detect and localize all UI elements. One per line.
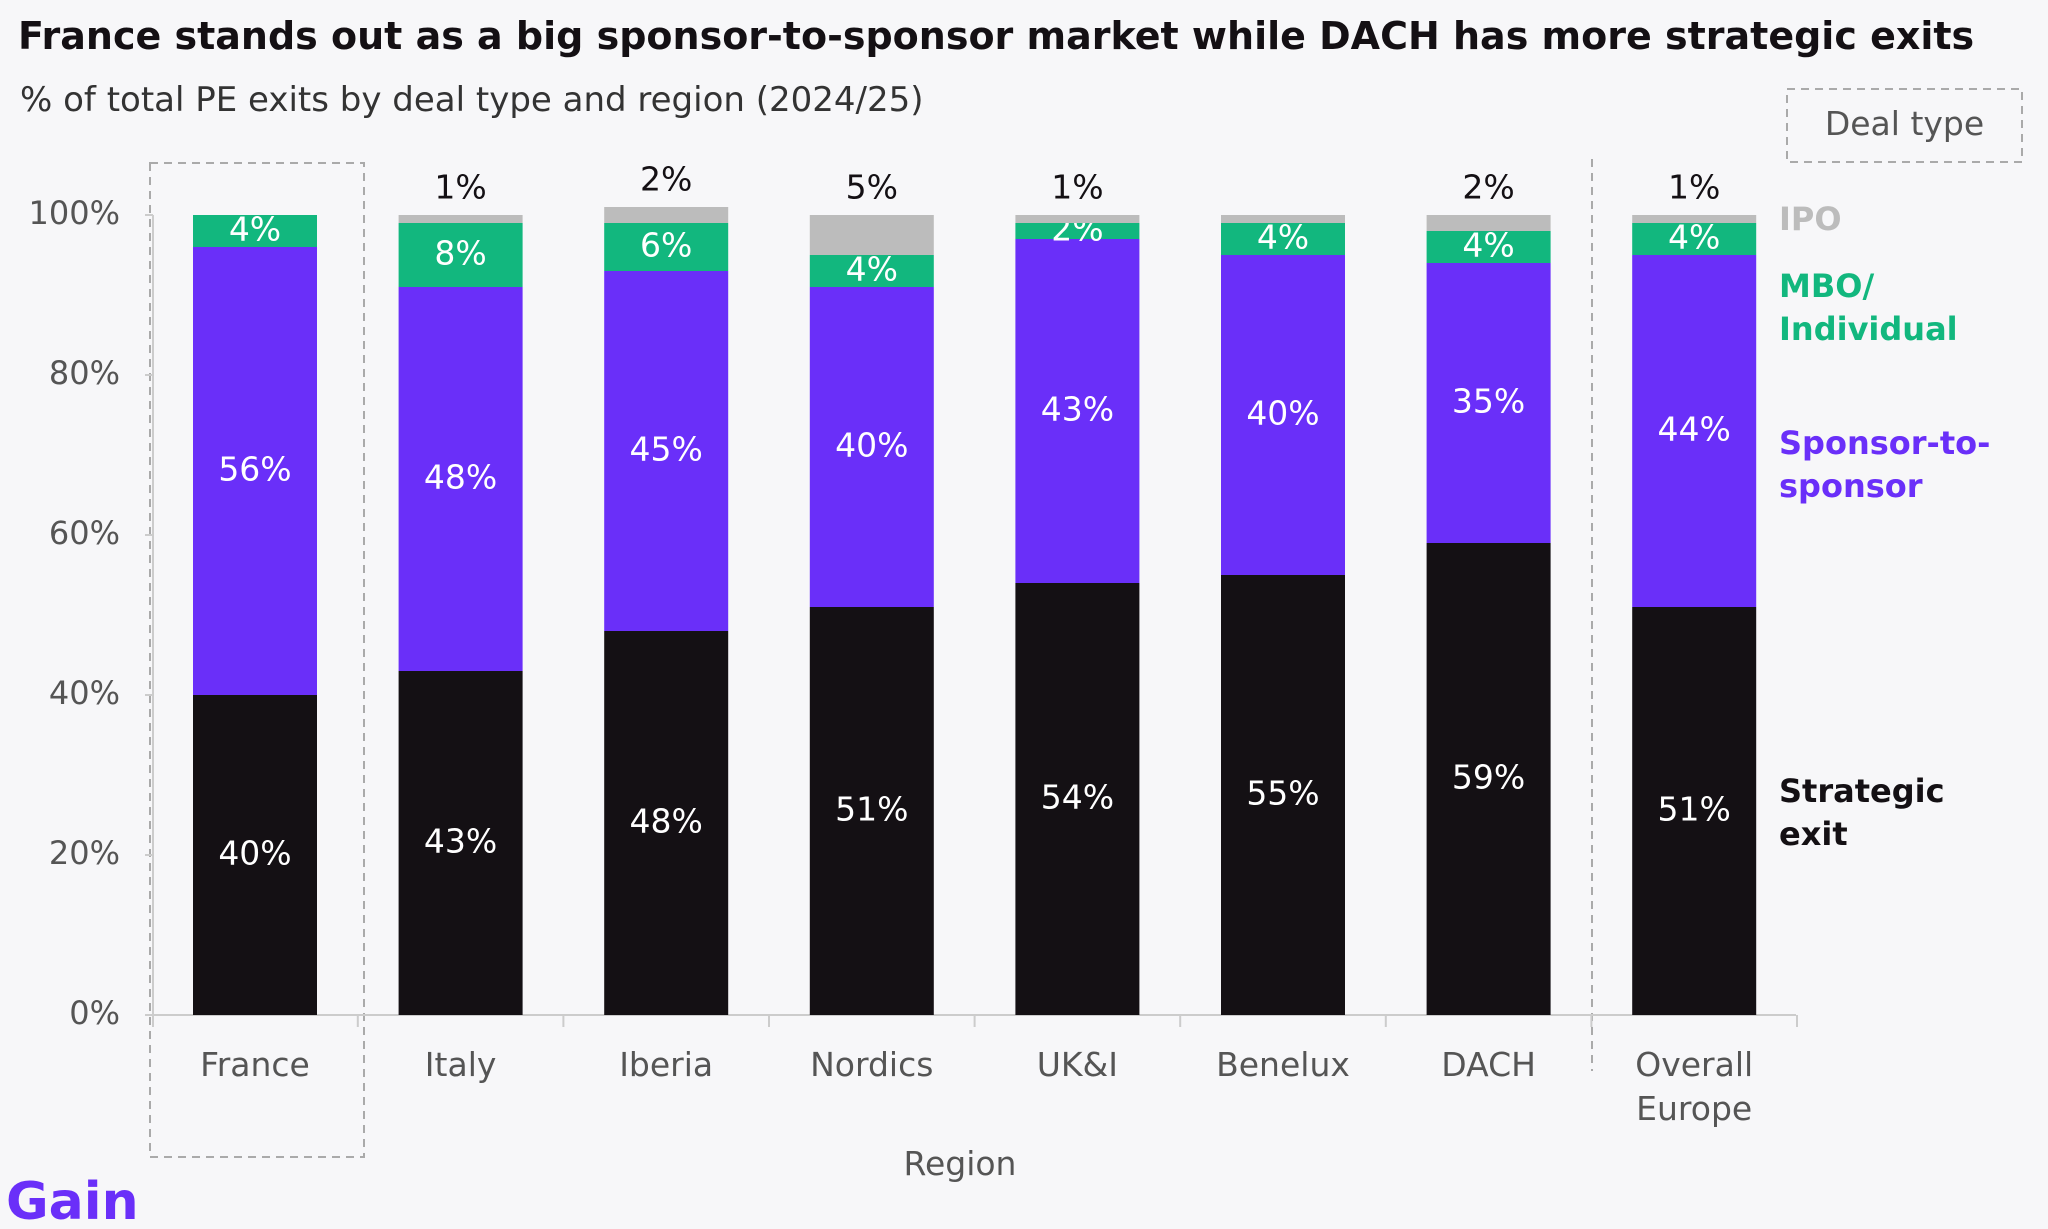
bar-segment [1221, 223, 1345, 255]
x-tick-label: France [200, 1045, 310, 1084]
data-label: 1% [1051, 168, 1103, 207]
bar-segment [604, 631, 729, 1015]
bar-segment [398, 671, 523, 1015]
data-label: 35% [1452, 382, 1525, 421]
y-tick-label: 20% [49, 834, 120, 872]
bar-segment [1426, 215, 1551, 231]
bar-segment [1015, 583, 1140, 1015]
bar-segment [1426, 543, 1551, 1015]
data-label: 4% [1257, 218, 1309, 257]
bar-segment [193, 695, 317, 1015]
bar-segment [1015, 215, 1140, 223]
data-label: 43% [1041, 390, 1114, 429]
y-tick-label: 80% [49, 354, 120, 392]
y-tick-label: 0% [69, 994, 120, 1032]
bar-segment [193, 215, 317, 247]
bar-segment [809, 607, 934, 1015]
legend-label: IPO [1779, 200, 1842, 238]
data-label: 59% [1452, 758, 1525, 797]
highlight-box [149, 162, 365, 1158]
chart-subtitle: % of total PE exits by deal type and reg… [20, 80, 924, 120]
bar-segment [604, 223, 729, 271]
bar-segment [398, 215, 523, 223]
x-tick-label: UK&I [1036, 1045, 1119, 1084]
legend-title: Deal type [1824, 104, 1985, 143]
data-label: 5% [846, 168, 898, 207]
y-tick-label: 60% [49, 514, 120, 552]
data-label: 40% [1246, 394, 1319, 433]
data-label: 6% [640, 226, 692, 265]
x-tick-label: Benelux [1216, 1045, 1350, 1084]
bar-segment [1632, 255, 1757, 607]
bar-segment [193, 247, 317, 695]
data-label: 54% [1041, 778, 1114, 817]
bar-segment [809, 287, 934, 607]
brand-logo: Gain [6, 1172, 139, 1229]
bar-segment [1632, 215, 1757, 223]
data-label: 51% [1658, 790, 1731, 829]
bar-segment [1221, 575, 1345, 1015]
data-label: 44% [1658, 410, 1731, 449]
x-tick-label: DACH [1441, 1045, 1536, 1084]
data-label: 48% [630, 802, 703, 841]
data-label: 8% [434, 234, 486, 273]
bar-segment [604, 207, 729, 223]
bar-segment [1632, 223, 1757, 255]
y-tick-label: 100% [29, 194, 120, 232]
legend-label: MBO/ Individual [1779, 267, 1958, 348]
data-label: 1% [434, 168, 486, 207]
data-label: 4% [846, 250, 898, 289]
data-label: 45% [630, 430, 703, 469]
bar-segment [1015, 239, 1140, 583]
bar-segment [604, 271, 729, 631]
bar-segment [1632, 607, 1757, 1015]
data-label: 4% [1462, 226, 1514, 265]
data-label: 55% [1246, 774, 1319, 813]
bar-segment [809, 215, 934, 255]
data-label: 4% [229, 210, 281, 249]
x-tick-label: Overall Europe [1635, 1045, 1754, 1128]
data-label: 48% [424, 458, 497, 497]
data-label: 2% [640, 160, 692, 199]
bar-segment [1015, 223, 1140, 239]
bar-segment [809, 255, 934, 287]
bar-segment [1426, 263, 1551, 543]
bar-segment [1221, 255, 1345, 575]
y-tick-label: 40% [49, 674, 120, 712]
bar-segment [398, 223, 523, 287]
data-label: 56% [218, 450, 291, 489]
bar-segment [1426, 231, 1551, 263]
legend-box [1786, 88, 2023, 163]
x-tick-label: Italy [424, 1045, 497, 1084]
data-label: 1% [1668, 168, 1720, 207]
data-label: 51% [835, 790, 908, 829]
data-label: 40% [218, 834, 291, 873]
chart-title: France stands out as a big sponsor-to-sp… [18, 14, 1975, 58]
bar-segment [398, 287, 523, 671]
x-tick-label: Iberia [619, 1045, 714, 1084]
legend-label: Sponsor-to-sponsor [1779, 424, 1991, 505]
data-label: 4% [1668, 218, 1720, 257]
x-tick-label: Nordics [810, 1045, 934, 1084]
data-label: 43% [424, 822, 497, 861]
legend-label: Strategic exit [1779, 772, 1945, 853]
x-axis-title: Region [903, 1144, 1017, 1183]
data-label: 2% [1462, 168, 1514, 207]
bar-segment [1221, 215, 1345, 223]
data-label: 40% [835, 426, 908, 465]
